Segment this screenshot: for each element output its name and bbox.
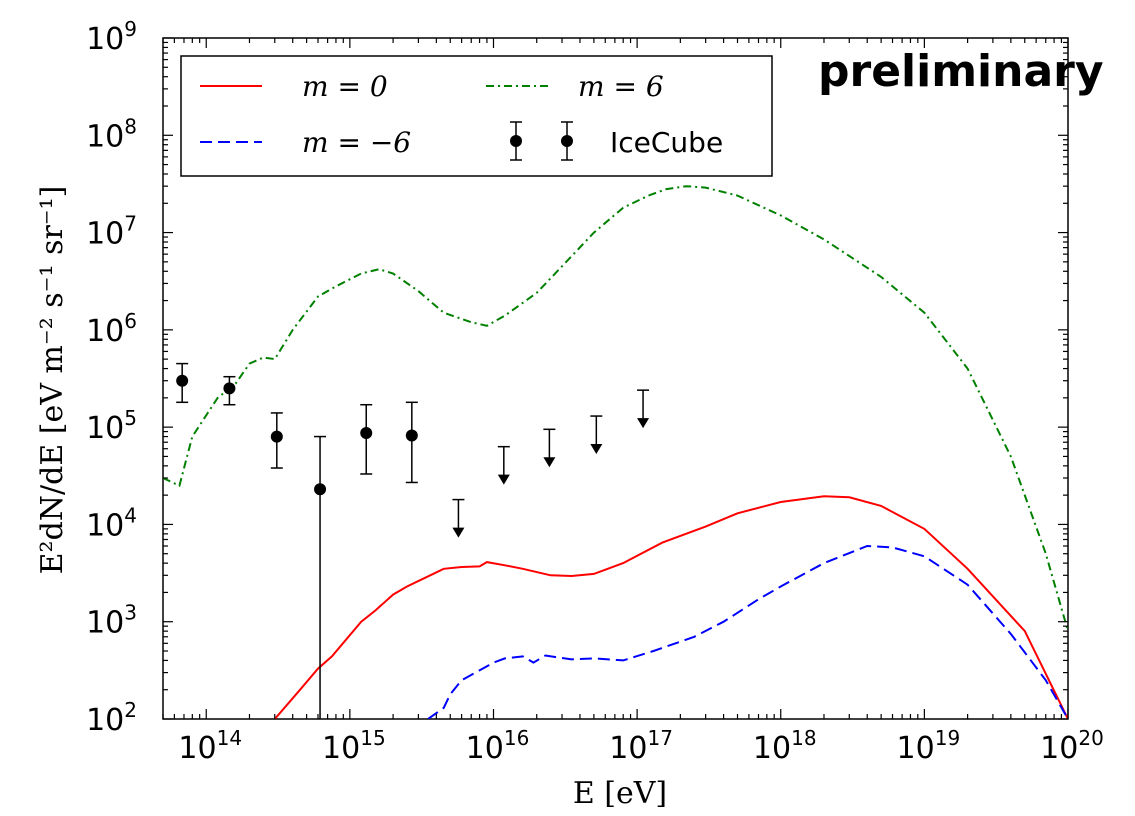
x-tick-label: 1017 [609,726,673,766]
series-line-0 [274,495,1068,719]
series-line-1 [427,544,1068,719]
icecube-upper-limit-arrow [590,444,603,455]
x-tick-label: 1020 [1040,726,1104,766]
y-tick-label: 108 [86,114,137,154]
icecube-upper-limit-arrow [543,457,556,468]
legend-label-m-6: m = −6 [302,126,411,159]
icecube-upper-limit-arrow [452,527,465,538]
y-tick-label: 109 [86,17,137,57]
legend-label-m0: m = 0 [302,70,388,103]
icecube-point [314,483,327,496]
x-tick-label: 1015 [322,726,386,766]
y-tick-label: 106 [86,309,137,349]
x-tick-label: 1014 [178,726,242,766]
legend-swatch-icecube [510,121,573,161]
y-tick-label: 103 [86,601,137,641]
y-tick-label: 107 [86,212,137,252]
legend: m = 0 m = 6 m = −6 IceCube [180,55,773,177]
legend-box [180,55,773,177]
preliminary-annotation: preliminary [818,46,1104,97]
series-line-2 [163,185,1068,632]
icecube-point [223,382,236,395]
legend-label-icecube: IceCube [610,126,723,159]
x-tick-label: 1018 [753,726,817,766]
icecube-upper-limit-arrow [637,418,650,429]
y-tick-label: 105 [86,406,137,446]
x-tick-label: 1019 [897,726,961,766]
y-tick-label: 102 [86,698,137,738]
icecube-point [176,374,189,387]
icecube-upper-limit-arrow [497,474,510,485]
y-axis-label: E²dN/dE [eV m⁻² s⁻¹ sr⁻¹] [35,186,70,575]
x-tick-label: 1016 [466,726,530,766]
y-tick-label: 104 [86,503,137,543]
x-axis-label: E [eV] [573,776,667,811]
legend-label-m6: m = 6 [578,70,664,103]
icecube-point [270,430,283,443]
icecube-point [360,427,373,440]
icecube-point [405,429,418,442]
